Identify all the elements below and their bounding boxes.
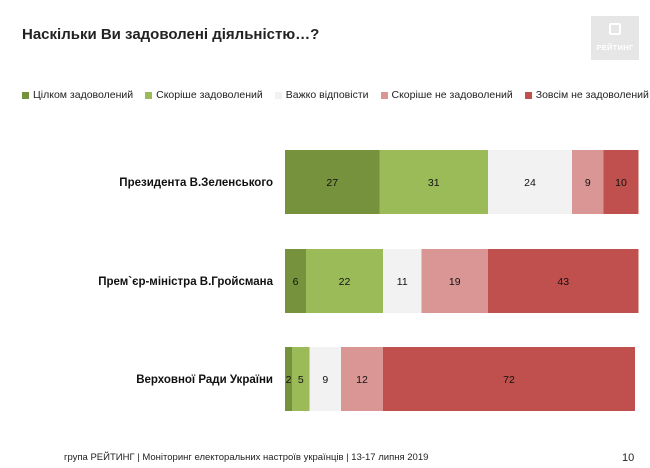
logo-text: РЕЙТИНГ — [596, 43, 634, 52]
legend-swatch — [274, 91, 282, 99]
legend-item: Скоріше задоволений — [145, 89, 263, 101]
chart-title: Наскільки Ви задоволені діяльністю…? — [22, 26, 320, 43]
legend-swatch — [524, 91, 532, 99]
bar-segment — [285, 347, 292, 411]
legend-swatch — [380, 91, 388, 99]
bar-segment — [421, 249, 488, 313]
legend-label: Цілком задоволений — [33, 89, 134, 101]
bar-segment — [306, 249, 383, 313]
category-label: Прем`єр-міністра В.Гройсмана — [98, 276, 273, 288]
legend-label: Скоріше задоволений — [156, 89, 263, 101]
bar-segment — [572, 150, 604, 214]
data-label: 2 — [286, 374, 292, 386]
legend-swatch — [22, 91, 29, 99]
bar-segment — [285, 150, 380, 214]
data-label: 22 — [339, 276, 351, 288]
bar-segment — [285, 249, 306, 313]
data-label: 10 — [615, 177, 627, 189]
data-label: 5 — [298, 374, 304, 386]
data-label: 24 — [524, 177, 536, 189]
data-label: 31 — [428, 177, 440, 189]
data-label: 9 — [322, 374, 328, 386]
bar-segment — [341, 347, 383, 411]
data-label: 11 — [397, 276, 408, 288]
bar-segment — [309, 347, 341, 411]
bar-segment — [383, 249, 422, 313]
data-label: 12 — [356, 374, 368, 386]
bar-segment — [488, 150, 572, 214]
legend-label: Скоріше не задоволений — [391, 89, 513, 101]
footer-source: група РЕЙТИНГ | Моніторинг електоральних… — [64, 452, 429, 463]
page-number: 10 — [622, 452, 635, 464]
data-label: 19 — [449, 276, 461, 288]
legend-item: Скоріше не задоволений — [380, 89, 513, 101]
legend-item: Цілком задоволений — [22, 89, 133, 101]
bar-segment — [603, 150, 639, 214]
data-label: 27 — [326, 177, 338, 189]
data-label: 6 — [293, 276, 299, 288]
legend-label: Зовсім не задоволений — [535, 89, 649, 101]
legend-item: Важко відповісти — [274, 89, 369, 101]
category-label: Президента В.Зеленського — [119, 177, 273, 189]
data-label: 43 — [557, 276, 569, 288]
bar-segment — [383, 347, 635, 411]
category-label: Верховної Ради України — [136, 374, 273, 386]
rating-logo: РЕЙТИНГ — [591, 16, 639, 60]
logo-square-icon — [609, 23, 621, 35]
data-label: 9 — [585, 177, 591, 189]
bar-segment — [292, 347, 310, 411]
bar-segment — [379, 150, 488, 214]
legend-label: Важко відповісти — [285, 89, 369, 101]
chart-legend: Цілком задоволений Скоріше задоволений Важ… — [22, 88, 650, 102]
legend-item: Зовсім не задоволений — [524, 89, 649, 101]
legend-swatch — [145, 91, 153, 99]
data-label: 72 — [503, 374, 515, 386]
bar-segment — [488, 249, 639, 313]
